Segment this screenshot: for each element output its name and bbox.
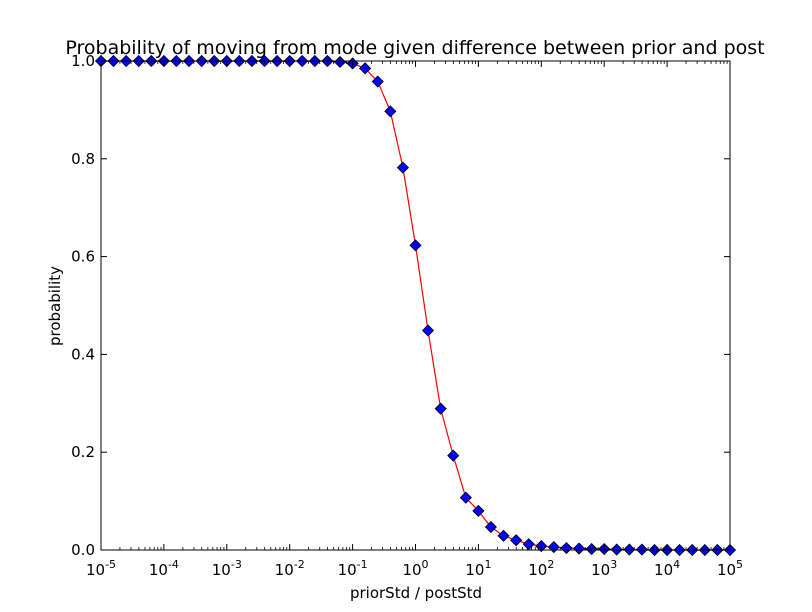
y-tick-label: 0.4 xyxy=(71,345,95,363)
data-point xyxy=(472,504,485,517)
data-point xyxy=(560,541,573,555)
data-point xyxy=(497,529,510,542)
data-point xyxy=(484,520,497,534)
plot-area: 10-5 10-4 10-3 10-2 10-1 100 101 102 103 104 105 0.… xyxy=(71,52,743,579)
data-point xyxy=(585,542,598,556)
x-tick-label: 10-5 xyxy=(86,558,116,579)
y-tick-label: 1.0 xyxy=(71,52,95,70)
data-point xyxy=(359,62,372,75)
y-tick-label: 0.2 xyxy=(71,443,95,461)
x-tick-label: 10-4 xyxy=(149,558,179,579)
x-tick-label: 10-2 xyxy=(275,558,305,579)
y-tick-label: 0.6 xyxy=(71,248,95,266)
x-tick-label: 102 xyxy=(528,558,554,579)
x-tick-label: 100 xyxy=(402,558,428,579)
chart-title: Probability of moving from mode given di… xyxy=(65,37,764,59)
y-tick-label: 0.0 xyxy=(71,541,95,559)
data-point xyxy=(371,75,384,88)
data-point xyxy=(522,538,535,551)
data-point xyxy=(396,161,409,174)
data-point xyxy=(333,55,347,69)
x-tick-label: 105 xyxy=(717,558,743,579)
y-axis-label: probability xyxy=(46,266,64,346)
data-point xyxy=(459,491,472,504)
series-line xyxy=(101,60,730,551)
x-tick-label: 10-1 xyxy=(338,558,368,579)
data-point xyxy=(421,324,435,337)
plot-frame xyxy=(100,60,731,551)
y-tick-label: 0.8 xyxy=(71,150,95,168)
x-tick-label: 101 xyxy=(465,558,491,579)
data-point xyxy=(409,239,422,252)
data-point xyxy=(434,402,447,415)
data-point xyxy=(384,105,397,118)
x-tick-label: 10-3 xyxy=(212,558,242,579)
data-point xyxy=(447,449,460,462)
x-tick-label: 104 xyxy=(654,558,680,579)
data-point xyxy=(547,541,560,554)
x-tick-label: 103 xyxy=(591,558,617,579)
data-point xyxy=(510,534,523,547)
x-axis-label: priorStd / postStd xyxy=(350,584,482,602)
